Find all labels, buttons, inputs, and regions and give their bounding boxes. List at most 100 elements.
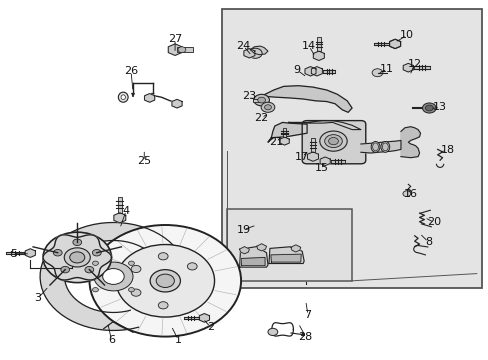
Text: 6: 6 — [108, 335, 115, 345]
Circle shape — [158, 253, 168, 260]
Polygon shape — [311, 67, 322, 76]
Polygon shape — [239, 247, 249, 254]
Circle shape — [257, 97, 265, 103]
Circle shape — [61, 266, 69, 273]
Circle shape — [131, 265, 141, 273]
Text: 24: 24 — [236, 41, 250, 51]
Polygon shape — [307, 152, 318, 161]
Bar — [316, 37, 320, 51]
Bar — [222, 9, 481, 288]
Text: 4: 4 — [122, 206, 129, 216]
Text: 21: 21 — [269, 137, 283, 147]
Circle shape — [156, 274, 174, 288]
Circle shape — [267, 328, 277, 336]
Polygon shape — [313, 51, 324, 60]
Circle shape — [328, 138, 338, 145]
Polygon shape — [268, 247, 304, 264]
Polygon shape — [400, 127, 420, 158]
Bar — [323, 70, 335, 72]
Polygon shape — [403, 63, 412, 72]
Text: 13: 13 — [432, 102, 446, 112]
Text: 28: 28 — [298, 332, 312, 342]
Circle shape — [128, 288, 134, 292]
Circle shape — [371, 69, 382, 77]
Polygon shape — [288, 121, 360, 130]
Polygon shape — [241, 257, 264, 266]
Bar — [253, 99, 260, 102]
Polygon shape — [259, 86, 351, 112]
Bar — [282, 128, 286, 137]
Polygon shape — [114, 213, 125, 223]
Bar — [413, 66, 429, 69]
Circle shape — [53, 249, 62, 256]
Circle shape — [70, 252, 84, 263]
Text: 2: 2 — [206, 322, 213, 332]
Circle shape — [248, 48, 262, 58]
Bar — [118, 197, 122, 213]
Bar — [6, 252, 24, 254]
Text: 27: 27 — [167, 34, 182, 44]
Circle shape — [425, 105, 432, 111]
Polygon shape — [360, 140, 400, 153]
Text: 7: 7 — [304, 310, 311, 320]
Circle shape — [253, 94, 269, 106]
Circle shape — [402, 191, 410, 197]
Circle shape — [158, 302, 168, 309]
Circle shape — [89, 225, 241, 337]
Circle shape — [92, 288, 98, 292]
Text: 19: 19 — [236, 225, 250, 235]
Ellipse shape — [121, 95, 125, 99]
Text: 12: 12 — [407, 59, 421, 69]
Text: 26: 26 — [124, 66, 138, 76]
Ellipse shape — [380, 141, 389, 152]
Circle shape — [178, 47, 185, 53]
Polygon shape — [172, 99, 182, 108]
Text: 25: 25 — [137, 156, 151, 166]
Circle shape — [92, 249, 101, 256]
Bar — [177, 47, 192, 52]
Bar — [227, 209, 351, 281]
Circle shape — [187, 263, 197, 270]
Polygon shape — [270, 254, 301, 262]
Circle shape — [319, 131, 346, 151]
FancyBboxPatch shape — [302, 121, 365, 164]
Circle shape — [92, 261, 98, 265]
Ellipse shape — [370, 141, 379, 152]
Circle shape — [128, 261, 134, 265]
Polygon shape — [244, 49, 254, 58]
Text: 18: 18 — [440, 145, 453, 156]
Circle shape — [261, 102, 274, 112]
Polygon shape — [267, 122, 306, 142]
Circle shape — [102, 269, 124, 284]
Polygon shape — [43, 235, 111, 280]
Bar — [183, 317, 198, 319]
Circle shape — [264, 105, 271, 110]
Text: 22: 22 — [254, 113, 268, 123]
Polygon shape — [144, 94, 154, 102]
Polygon shape — [40, 222, 186, 330]
Circle shape — [150, 270, 180, 292]
Ellipse shape — [118, 92, 128, 102]
Polygon shape — [25, 249, 35, 257]
Text: 5: 5 — [10, 249, 17, 259]
Polygon shape — [239, 247, 267, 267]
Polygon shape — [389, 39, 400, 49]
Circle shape — [422, 103, 435, 113]
Polygon shape — [320, 157, 329, 166]
Polygon shape — [256, 244, 266, 251]
Text: 20: 20 — [427, 217, 440, 228]
Bar — [330, 160, 344, 162]
Circle shape — [43, 232, 111, 283]
Ellipse shape — [372, 143, 378, 151]
Text: 11: 11 — [380, 64, 393, 74]
Circle shape — [116, 244, 214, 317]
Circle shape — [73, 239, 81, 246]
Polygon shape — [168, 44, 182, 55]
Text: 23: 23 — [242, 91, 256, 102]
Text: 17: 17 — [295, 152, 308, 162]
Polygon shape — [389, 39, 400, 49]
Polygon shape — [199, 314, 209, 322]
Polygon shape — [305, 67, 315, 76]
Polygon shape — [279, 137, 289, 145]
Circle shape — [131, 289, 141, 296]
